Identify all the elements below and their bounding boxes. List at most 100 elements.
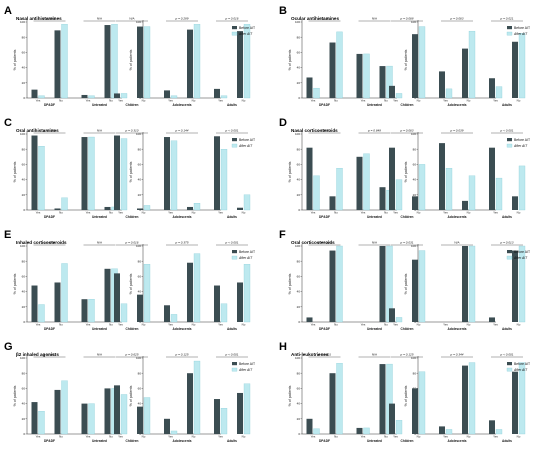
subchart-1: 0 20 40 60 80 100 % of patients Yes No DP&DF p < 0… — [13, 241, 122, 331]
x-tick-label: Yes — [36, 435, 41, 439]
y-tick-label: 60 — [413, 163, 417, 167]
group-label: Children — [401, 439, 414, 443]
legend-swatch-before — [232, 26, 237, 30]
bar-before — [379, 246, 386, 322]
x-tick-label: Yes — [393, 435, 398, 439]
legend-swatch-before — [507, 250, 512, 254]
group-label: Untreated — [92, 103, 107, 107]
x-tick-label: Yes — [36, 99, 41, 103]
p-value-label: N/A — [97, 353, 103, 357]
p-value-label: N/A — [372, 353, 378, 357]
group-label: Adolescents — [173, 215, 192, 219]
group-label: Adults — [227, 327, 237, 331]
panel-title: Oral corticosteroids — [291, 240, 335, 245]
group-label: DP&DF — [44, 439, 55, 443]
subchart-1: 0 20 40 60 80 100 % of patients Yes No DP&DF p < 0… — [288, 129, 397, 219]
panel-title: Ocular antihistamines — [291, 16, 339, 21]
group-label: Adults — [502, 103, 512, 107]
bar-before — [412, 259, 418, 322]
x-tick-label: No — [334, 435, 338, 439]
legend-swatch-after — [231, 367, 238, 372]
y-tick-label: 40 — [297, 402, 301, 406]
y-axis-label: % of patients — [404, 49, 408, 70]
x-tick-label: Yes — [118, 323, 123, 327]
y-tick-label: 0 — [414, 208, 416, 212]
x-tick-label: No — [192, 435, 196, 439]
legend-label-before: Before AIT — [239, 250, 255, 254]
bar-before — [187, 373, 193, 434]
bar-before — [329, 373, 336, 434]
bar-after — [170, 430, 178, 435]
bar-before — [104, 206, 111, 210]
bar-before — [81, 137, 88, 210]
legend-label-before: Before AIT — [239, 26, 255, 30]
y-tick-label: 0 — [298, 320, 300, 324]
p-value-label: p = 0.068 — [400, 17, 414, 21]
p-value-label: p = 0.039 — [450, 129, 464, 133]
x-tick-label: No — [59, 211, 63, 215]
group-label: DP&DF — [44, 215, 55, 219]
p-value-label: p = 0.144 — [175, 129, 189, 133]
x-tick-label: No — [192, 211, 196, 215]
y-tick-label: 80 — [297, 147, 301, 151]
legend-swatch-before — [232, 138, 237, 142]
legend-swatch-before — [232, 362, 237, 366]
bar-before — [54, 30, 61, 98]
group-label: DP&DF — [319, 215, 330, 219]
x-tick-label: No — [192, 99, 196, 103]
group-label: Adults — [227, 103, 237, 107]
y-axis-label: % of patients — [404, 385, 408, 406]
x-tick-label: Yes — [168, 211, 173, 215]
bar-after — [38, 411, 45, 435]
bar-after — [336, 363, 343, 435]
x-tick-label: Yes — [443, 211, 448, 215]
group-label: Adolescents — [448, 327, 467, 331]
group-label: DP&DF — [319, 103, 330, 107]
bar-before — [512, 196, 518, 210]
x-tick-label: Yes — [361, 99, 366, 103]
group-label: Untreated — [367, 439, 382, 443]
bar-after — [336, 31, 343, 99]
x-tick-label: Yes — [86, 435, 91, 439]
y-tick-label: 80 — [22, 371, 26, 375]
y-tick-label: 40 — [297, 178, 301, 182]
group-label: Adults — [227, 439, 237, 443]
bar-after — [193, 203, 201, 211]
bar-before — [114, 273, 120, 322]
p-value-label: p = 0.016 — [125, 241, 139, 245]
bar-after — [495, 429, 503, 435]
x-tick-label: No — [334, 211, 338, 215]
group-label: Children — [126, 439, 139, 443]
bar-after — [518, 165, 526, 211]
legend-swatch-after — [231, 31, 238, 36]
bar-after — [336, 245, 343, 323]
legend-swatch-before — [507, 138, 512, 142]
x-tick-label: Yes — [168, 435, 173, 439]
y-tick-label: 20 — [138, 193, 142, 197]
bar-before — [389, 147, 395, 210]
bar-before — [137, 406, 143, 434]
legend-label-after: After AIT — [238, 368, 253, 372]
bar-after — [61, 380, 68, 435]
bar-before — [489, 420, 495, 434]
x-tick-label: Yes — [311, 435, 316, 439]
group-label: DP&DF — [44, 103, 55, 107]
y-axis-label: % of patients — [13, 385, 17, 406]
p-value-label: p = 0.016 — [225, 17, 239, 21]
bar-after — [395, 179, 403, 211]
p-value-label: p < 0.001 — [500, 353, 514, 357]
bar-after — [220, 95, 228, 99]
bar-after — [363, 53, 370, 99]
p-value-label: N/A — [97, 241, 103, 245]
legend-label-after: After AIT — [513, 368, 528, 372]
y-tick-label: 100 — [295, 132, 300, 136]
bar-before — [306, 77, 313, 98]
subchart-1: 0 20 40 60 80 100 % of patients Yes No DP&DF p < 0… — [13, 129, 122, 219]
bar-after — [120, 138, 128, 211]
bar-before — [389, 403, 395, 434]
y-tick-label: 60 — [22, 51, 26, 55]
